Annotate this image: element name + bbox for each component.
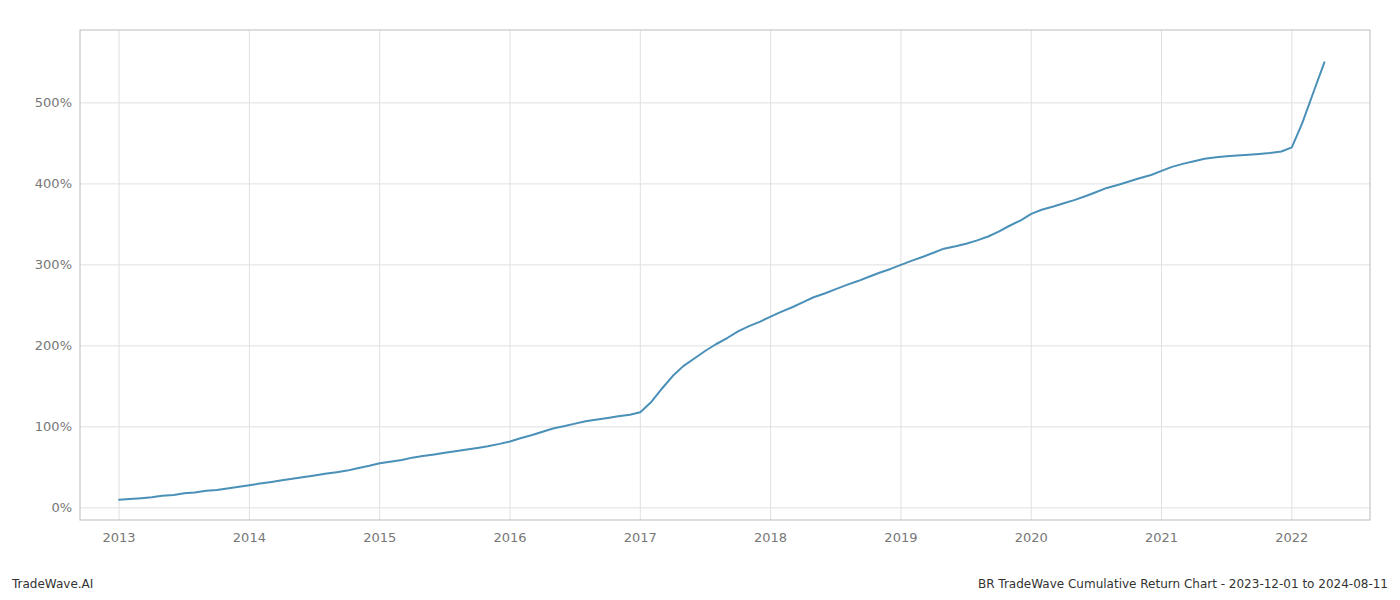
x-tick-label: 2020 [1015, 530, 1048, 545]
x-tick-label: 2019 [884, 530, 917, 545]
x-tick-label: 2022 [1275, 530, 1308, 545]
y-tick-labels: 0% 100% 200% 300% 400% 500% [35, 95, 72, 515]
title: BR TradeWave Cumulative Return Chart - 2… [978, 577, 1388, 591]
plot-frame [80, 30, 1370, 520]
watermark: TradeWave.AI [11, 577, 93, 591]
x-grid-line [770, 30, 771, 520]
y-grid-line [80, 264, 1370, 265]
x-tick-label: 2015 [363, 530, 396, 545]
y-tick-label: 300% [35, 257, 72, 272]
x-tick-label: 2018 [754, 530, 787, 545]
grid [80, 30, 1370, 520]
x-grid-line [510, 30, 511, 520]
y-grid-line [80, 507, 1370, 508]
y-tick-label: 100% [35, 419, 72, 434]
x-tick-label: 2021 [1145, 530, 1178, 545]
y-tick-label: 200% [35, 338, 72, 353]
y-grid-line [80, 345, 1370, 346]
y-grid-line [80, 102, 1370, 103]
x-grid-line [249, 30, 250, 520]
y-grid-line [80, 183, 1370, 184]
chart: 2013 2014 2015 2016 2017 2018 2019 2020 2021 2022… [0, 0, 1400, 600]
background [0, 0, 1400, 600]
x-tick-label: 2016 [493, 530, 526, 545]
x-grid-line [379, 30, 380, 520]
x-tick-labels: 2013 2014 2015 2016 2017 2018 2019 2020 2021 2022 [103, 530, 1309, 545]
x-grid-line [1031, 30, 1032, 520]
x-tick-label: 2017 [624, 530, 657, 545]
y-tick-label: 400% [35, 176, 72, 191]
y-tick-label: 0% [51, 500, 72, 515]
plot-area [119, 62, 1324, 499]
x-grid-line [900, 30, 901, 520]
return-line [119, 62, 1324, 499]
y-tick-label: 500% [35, 95, 72, 110]
x-grid-line [1291, 30, 1292, 520]
x-grid-line [640, 30, 641, 520]
y-grid-line [80, 426, 1370, 427]
x-tick-label: 2014 [233, 530, 266, 545]
x-grid-line [1161, 30, 1162, 520]
x-grid-line [119, 30, 120, 520]
x-tick-label: 2013 [103, 530, 136, 545]
